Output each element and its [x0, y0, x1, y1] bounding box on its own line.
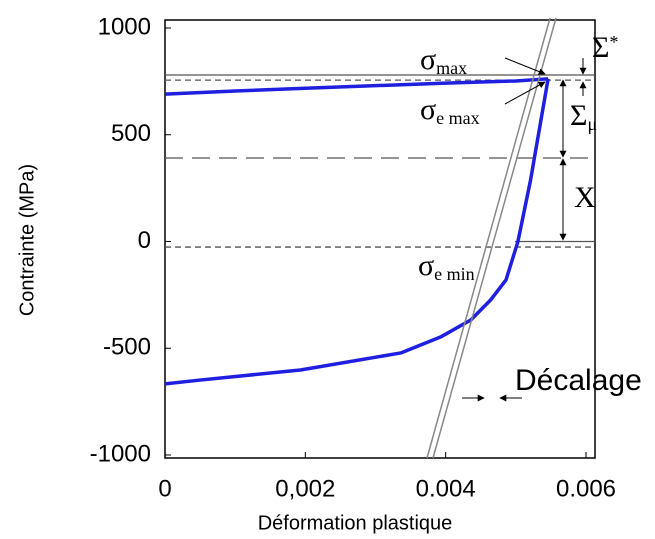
y-axis-label: Contrainte (MPa)	[16, 164, 38, 316]
arrow	[504, 57, 546, 75]
y-tick-label: 1000	[98, 13, 151, 40]
elastic-line	[426, 17, 551, 459]
annotation-text: Σ	[570, 99, 587, 132]
annotation-text: Σ	[592, 31, 609, 64]
annotation-sup: *	[609, 32, 618, 52]
annotation: Décalage	[515, 364, 642, 397]
annotation: σmax	[420, 43, 467, 78]
y-tick-label: 500	[111, 120, 151, 147]
annotation-text: X	[574, 181, 596, 214]
annotation: σe min	[418, 249, 475, 284]
annotation: X	[574, 181, 596, 214]
annotation-sub: e max	[436, 108, 479, 128]
x-tick-label: 0.006	[556, 475, 616, 502]
annotation-sub: max	[436, 58, 467, 78]
annotation: Σμ	[570, 99, 597, 134]
y-tick-label: 0	[138, 227, 151, 254]
y-tick-label: -500	[103, 334, 151, 361]
plot-area	[164, 19, 596, 459]
x-tick-label: 0,002	[275, 475, 335, 502]
x-tick-label: 0	[158, 475, 171, 502]
annotation-sub: μ	[587, 114, 597, 134]
data-line	[164, 77, 549, 96]
elastic-line	[432, 17, 557, 459]
arrow	[504, 81, 546, 105]
y-tick-label: -1000	[90, 440, 151, 467]
x-axis-label: Déformation plastique	[258, 512, 453, 534]
x-tick-label: 0.004	[416, 475, 476, 502]
annotation-sub: e min	[434, 264, 475, 284]
annotation-text: σ	[420, 93, 436, 126]
plot-frame	[164, 19, 596, 459]
annotation: σe max	[420, 93, 480, 128]
annotation-text: σ	[420, 43, 436, 76]
annotation: Σ*	[592, 31, 618, 64]
annotation-text: σ	[418, 249, 434, 282]
annotation-text: Décalage	[515, 364, 642, 397]
